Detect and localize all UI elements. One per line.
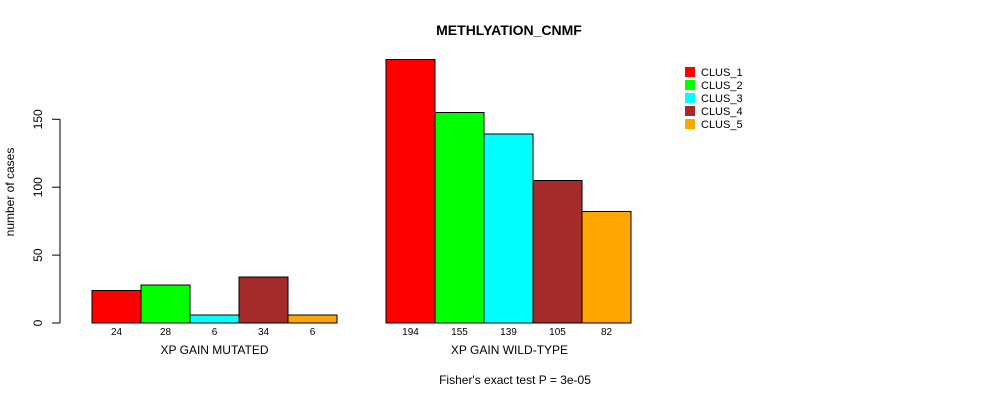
bar-clus-4 [532,179,583,324]
bar-clus-4 [238,276,289,324]
y-tick-label: 100 [31,177,45,197]
bar-count-label: 34 [258,327,270,338]
bar-clus-3 [189,314,240,324]
chart-title: METHLYATION_CNMF [436,22,582,38]
bar-clus-5 [287,314,338,324]
bar-count-label: 194 [402,327,419,338]
legend-swatch [685,119,695,129]
legend-label: CLUS_2 [701,80,743,92]
bar-count-label: 6 [310,327,316,338]
bars [91,59,632,324]
y-axis-title: number of cases [3,148,17,237]
bar-clus-2 [140,284,191,324]
y-tick-label: 0 [31,319,45,326]
bar-clus-3 [483,133,534,324]
legend-swatch [685,93,695,103]
bar-clus-1 [91,289,142,324]
bar-clus-2 [434,112,485,324]
bar-count-label: 6 [212,327,218,338]
y-axis: 0 50 100 150 [31,109,61,326]
bar-count-label: 28 [160,327,172,338]
group-label-wild-type: XP GAIN WILD-TYPE [451,343,568,357]
legend-swatch [685,106,695,116]
bar-count-labels: 24 28 6 34 6 194 155 139 105 82 [111,327,613,338]
y-tick-label: 50 [31,248,45,262]
legend-label: CLUS_5 [701,119,743,131]
group-label-mutated: XP GAIN MUTATED [160,343,268,357]
bar-clus-1 [385,59,436,324]
legend-label: CLUS_3 [701,93,743,105]
fisher-test-footer: Fisher's exact test P = 3e-05 [439,373,591,387]
legend-swatch [685,67,695,77]
bar-count-label: 155 [451,327,468,338]
bar-count-label: 139 [500,327,517,338]
bar-count-label: 105 [549,327,566,338]
bar-count-label: 24 [111,327,123,338]
y-tick-label: 150 [31,109,45,129]
bar-count-label: 82 [601,327,613,338]
legend-swatch [685,80,695,90]
legend-label: CLUS_1 [701,67,743,79]
bar-clus-5 [581,211,632,324]
legend-label: CLUS_4 [701,106,743,118]
